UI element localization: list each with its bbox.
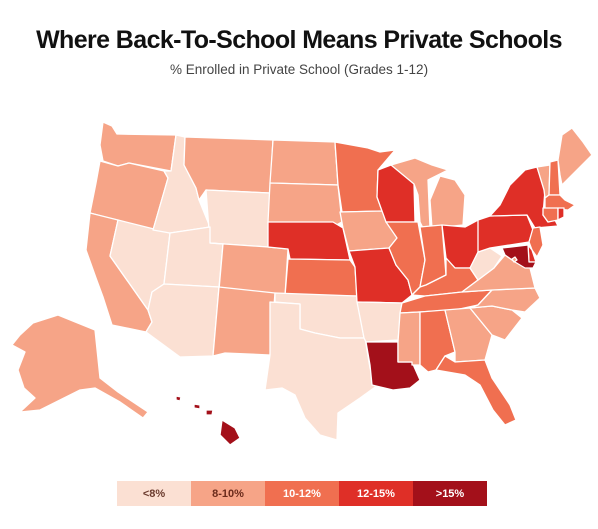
state-ak <box>11 314 149 419</box>
state-nd <box>269 139 339 186</box>
state-sd <box>267 182 343 228</box>
legend-item-10-12: 10-12% <box>265 481 339 506</box>
legend-label: <8% <box>142 487 166 500</box>
state-fl <box>435 355 517 426</box>
state-tx <box>264 301 379 441</box>
state-md <box>501 244 537 269</box>
state-az <box>145 283 220 358</box>
legend-item-8-10: 8-10% <box>191 481 265 506</box>
legend-item-under-8: <8% <box>117 481 191 506</box>
legend-label: 10-12% <box>283 487 321 500</box>
state-dc <box>511 256 518 263</box>
state-ms <box>397 311 421 366</box>
state-nj <box>528 226 544 258</box>
map-subtitle: % Enrolled in Private School (Grades 1-1… <box>169 62 429 77</box>
state-ct <box>542 207 559 223</box>
legend: <8% 8-10% 10-12% 12-15% >15% <box>117 481 487 506</box>
legend-label: 12-15% <box>357 487 395 500</box>
legend-label: 8-10% <box>212 487 244 500</box>
legend-item-12-15: 12-15% <box>339 481 413 506</box>
state-wy <box>205 189 271 248</box>
state-me <box>557 127 593 186</box>
state-ri <box>557 207 565 221</box>
state-hi <box>175 395 241 446</box>
legend-item-over-15: >15% <box>413 481 487 506</box>
state-wa <box>99 121 177 172</box>
state-nm <box>212 286 276 357</box>
map-title: Where Back-To-School Means Private Schoo… <box>36 26 562 54</box>
state-ar <box>356 301 403 343</box>
legend-label: >15% <box>435 487 465 500</box>
state-ks <box>284 258 358 297</box>
